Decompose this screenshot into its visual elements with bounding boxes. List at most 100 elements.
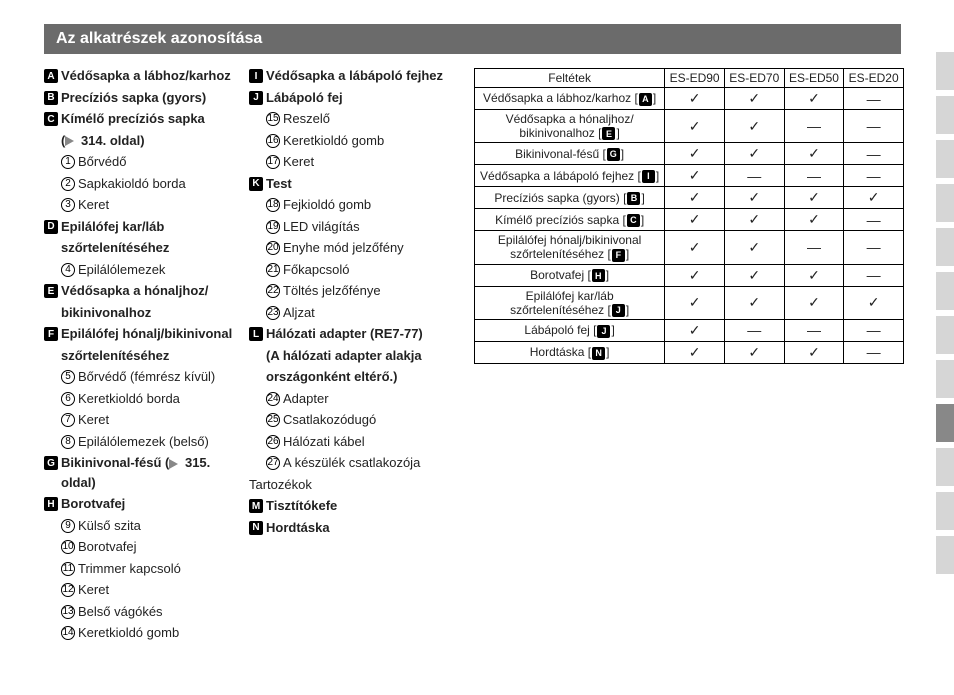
table-row-label: Védősapka a hónaljhoz/bikinivonalhoz [E] (475, 110, 665, 143)
item-label: Sapkakioldó borda (78, 174, 186, 194)
list-item: 24Adapter (266, 389, 466, 409)
list-item: EVédősapka a hónaljhoz/ (44, 281, 241, 301)
item-label: Keret (78, 195, 109, 215)
side-tab[interactable] (936, 140, 954, 178)
number-marker: 4 (61, 263, 75, 277)
list-item: 5Bőrvédő (fémrész kívül) (61, 367, 241, 387)
list-item: 9Külső szita (61, 516, 241, 536)
table-row-label: Borotvafej [H] (475, 264, 665, 286)
column-3: FeltétekES-ED90ES-ED70ES-ED50ES-ED20Védő… (474, 66, 912, 645)
content-area: AVédősapka a lábhoz/karhozBPrecíziós sap… (44, 66, 912, 645)
table-row: Lábápoló fej [J]✓——— (475, 319, 904, 341)
table-row: Kímélő precíziós sapka [C]✓✓✓— (475, 209, 904, 231)
list-item: 27A készülék csatlakozója (266, 453, 466, 473)
item-label: Tisztítókefe (266, 496, 337, 516)
number-marker: 2 (61, 177, 75, 191)
table-cell: ✓ (724, 231, 784, 264)
list-item: (A hálózati adapter alakja (266, 346, 466, 366)
table-row: Védősapka a lábápoló fejhez [I]✓——— (475, 165, 904, 187)
table-row: Hordtáska [N]✓✓✓— (475, 341, 904, 363)
table-cell: ✓ (665, 319, 725, 341)
list-item: IVédősapka a lábápoló fejhez (249, 66, 466, 86)
list-item: szőrtelenítéséhez (61, 346, 241, 366)
letter-marker: J (249, 91, 263, 105)
table-row-label: Epilálófej hónalj/bikinivonalszőrtelenít… (475, 231, 665, 264)
list-item: bikinivonalhoz (61, 303, 241, 323)
item-label: Borotvafej (61, 494, 125, 514)
number-marker: 8 (61, 435, 75, 449)
table-cell: ✓ (665, 110, 725, 143)
item-label: Kímélő precíziós sapka (61, 109, 205, 129)
inline-letter-marker: B (627, 192, 640, 205)
table-row-label: Lábápoló fej [J] (475, 319, 665, 341)
item-label: Enyhe mód jelzőfény (283, 238, 404, 258)
item-label: Keretkioldó borda (78, 389, 180, 409)
side-tab[interactable] (936, 96, 954, 134)
side-tab[interactable] (936, 360, 954, 398)
side-tab[interactable] (936, 404, 954, 442)
number-marker: 14 (61, 626, 75, 640)
list-item: 16Keretkioldó gomb (266, 131, 466, 151)
side-tab[interactable] (936, 52, 954, 90)
side-tabs (936, 52, 954, 574)
list-item: 13Belső vágókés (61, 602, 241, 622)
table-row: Bikinivonal-fésű [G]✓✓✓— (475, 143, 904, 165)
item-label: LED világítás (283, 217, 360, 237)
side-tab[interactable] (936, 228, 954, 266)
item-label: Bőrvédő (fémrész kívül) (78, 367, 215, 387)
item-label: Belső vágókés (78, 602, 163, 622)
table-cell: — (844, 264, 904, 286)
number-marker: 20 (266, 241, 280, 255)
table-cell: ✓ (724, 341, 784, 363)
table-cell: ✓ (665, 264, 725, 286)
table-model-header: ES-ED20 (844, 69, 904, 88)
letter-marker: M (249, 499, 263, 513)
table-cell: ✓ (665, 143, 725, 165)
side-tab[interactable] (936, 492, 954, 530)
side-tab[interactable] (936, 184, 954, 222)
item-label: Keret (78, 580, 109, 600)
side-tab[interactable] (936, 448, 954, 486)
item-label: Keret (283, 152, 314, 172)
table-cell: ✓ (784, 88, 844, 110)
table-row-label: Bikinivonal-fésű [G] (475, 143, 665, 165)
item-label: országonként eltérő.) (266, 367, 397, 387)
arrow-icon (65, 136, 74, 146)
list-item: 26Hálózati kábel (266, 432, 466, 452)
section-header: Az alkatrészek azonosítása (44, 24, 901, 54)
table-cell: — (844, 88, 904, 110)
item-label: szőrtelenítéséhez (61, 238, 169, 258)
list-item: LHálózati adapter (RE7-77) (249, 324, 466, 344)
number-marker: 10 (61, 540, 75, 554)
item-label: Trimmer kapcsoló (78, 559, 181, 579)
list-item: 17Keret (266, 152, 466, 172)
table-cell: ✓ (665, 187, 725, 209)
side-tab[interactable] (936, 272, 954, 310)
table-cell: ✓ (724, 264, 784, 286)
letter-marker: B (44, 91, 58, 105)
table-model-header: ES-ED70 (724, 69, 784, 88)
item-label: Bőrvédő (78, 152, 126, 172)
list-item: NHordtáska (249, 518, 466, 538)
table-cell: ✓ (665, 341, 725, 363)
table-header-label: Feltétek (475, 69, 665, 88)
number-marker: 1 (61, 155, 75, 169)
table-cell: — (784, 231, 844, 264)
table-cell: — (844, 143, 904, 165)
inline-letter-marker: F (612, 249, 625, 262)
inline-letter-marker: H (592, 269, 605, 282)
side-tab[interactable] (936, 536, 954, 574)
list-item: 19LED világítás (266, 217, 466, 237)
side-tab[interactable] (936, 316, 954, 354)
list-item: 3Keret (61, 195, 241, 215)
table-cell: ✓ (724, 110, 784, 143)
letter-marker: I (249, 69, 263, 83)
list-item: 18Fejkioldó gomb (266, 195, 466, 215)
table-row: Védősapka a lábhoz/karhoz [A]✓✓✓— (475, 88, 904, 110)
list-item: HBorotvafej (44, 494, 241, 514)
table-model-header: ES-ED50 (784, 69, 844, 88)
item-label: bikinivonalhoz (61, 303, 151, 323)
table-cell: ✓ (784, 341, 844, 363)
table-cell: — (784, 319, 844, 341)
table-cell: — (844, 165, 904, 187)
